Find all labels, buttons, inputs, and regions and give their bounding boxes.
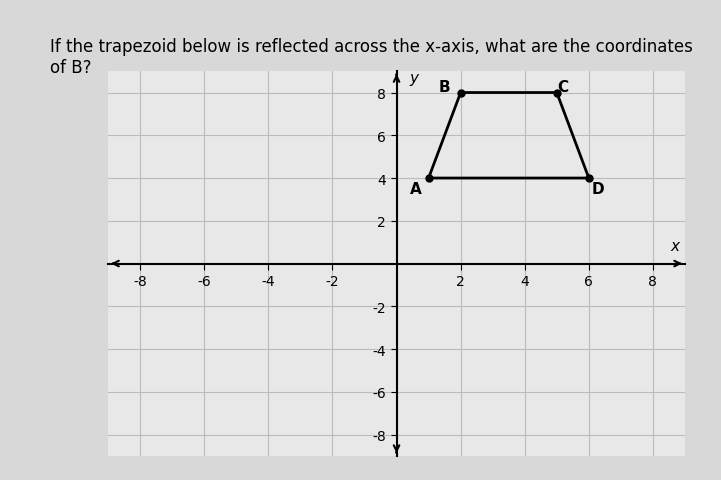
- Text: y: y: [410, 71, 418, 86]
- Text: x: x: [671, 239, 680, 253]
- Text: C: C: [557, 80, 569, 95]
- Text: A: A: [410, 182, 422, 197]
- Text: B: B: [439, 80, 451, 95]
- Text: D: D: [592, 182, 605, 197]
- Text: If the trapezoid below is reflected across the x-axis, what are the coordinates
: If the trapezoid below is reflected acro…: [50, 38, 694, 77]
